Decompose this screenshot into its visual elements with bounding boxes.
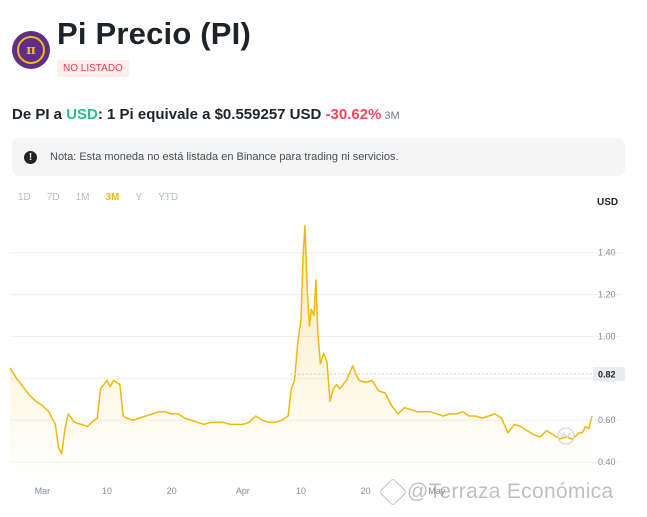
tab-1d[interactable]: 1D — [18, 192, 31, 203]
x-tick-label: 10 — [296, 486, 306, 496]
range-tabs: 1D 7D 1M 3M Y YTD — [18, 192, 194, 203]
price-line — [9, 224, 593, 455]
price-chart: 0.400.600.801.001.201.40 Mar1020Apr1020M… — [9, 197, 625, 496]
page-title: Pi Precio (PI) — [57, 16, 252, 51]
tab-3m[interactable]: 3M — [105, 192, 120, 203]
x-tick-label: May — [428, 486, 446, 496]
x-tick-label: 10 — [102, 486, 112, 496]
notice-banner: ! Nota: Esta moneda no está listada en B… — [12, 138, 625, 176]
price-change: -30.62% — [325, 106, 382, 123]
current-price-tag: 0.82 — [593, 367, 625, 382]
x-tick-label: Apr — [236, 486, 250, 496]
pi-logo-mark: π — [17, 36, 45, 64]
y-tick-label: 0.60 — [598, 415, 616, 425]
conversion-prefix: De PI a — [12, 106, 67, 123]
pi-logo-icon: π — [12, 31, 50, 69]
conversion-line: De PI a USD: 1 Pi equivale a $0.559257 U… — [12, 106, 400, 123]
quote-currency-link[interactable]: USD — [66, 106, 98, 123]
change-period: 3M — [384, 110, 400, 122]
y-tick-label: 1.40 — [598, 248, 616, 258]
tab-7d[interactable]: 7D — [46, 192, 60, 203]
notice-text: Nota: Esta moneda no está listada en Bin… — [50, 151, 399, 163]
y-tick-label: 1.20 — [598, 290, 616, 300]
x-tick-label: Mar — [35, 486, 51, 496]
y-axis-labels: 0.400.600.801.001.201.40 — [598, 248, 616, 467]
tab-1m[interactable]: 1M — [75, 192, 90, 203]
current-price-label: 0.82 — [598, 370, 616, 380]
y-tick-label: 1.00 — [598, 331, 616, 341]
chart-logo-icon — [557, 427, 575, 445]
current-price-tag-bg — [593, 367, 625, 382]
status-badge: NO LISTADO — [57, 60, 129, 77]
price-area — [10, 225, 592, 483]
x-tick-label: 20 — [167, 486, 177, 496]
y-tick-label: 0.40 — [598, 457, 616, 467]
watermark: @Terraza Económica — [378, 477, 614, 507]
x-axis-labels: Mar 10 20 Apr 10 20 May — [35, 486, 446, 496]
watermark-logo-icon — [378, 477, 408, 507]
watermark-text: @Terraza Económica — [407, 480, 614, 503]
exclamation-icon: ! — [24, 150, 37, 164]
x-tick-label: 20 — [361, 486, 371, 496]
y-axis-unit: USD — [597, 197, 618, 208]
tab-ytd[interactable]: YTD — [158, 192, 179, 203]
tab-y[interactable]: Y — [135, 192, 143, 203]
conversion-text: : 1 Pi equivale a $0.559257 USD — [97, 106, 326, 123]
